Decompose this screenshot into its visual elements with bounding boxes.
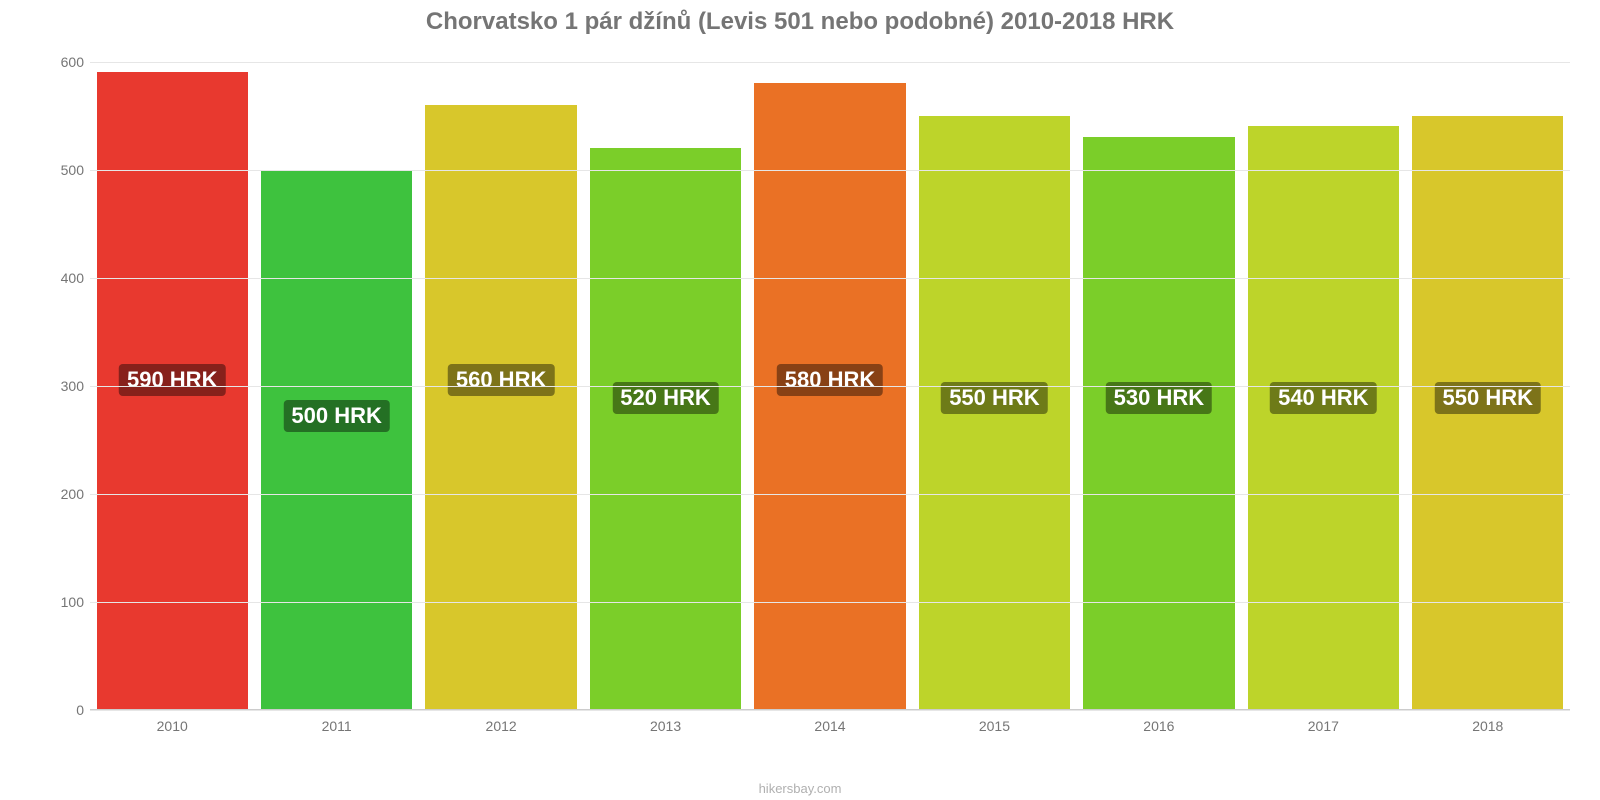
chart-title: Chorvatsko 1 pár džínů (Levis 501 nebo p… [0, 0, 1600, 36]
bar[interactable] [1083, 137, 1234, 710]
gridline [90, 494, 1570, 495]
x-axis-labels: 2010 2011 2012 2013 2014 2015 2016 2017 2018 [90, 712, 1570, 740]
bar[interactable] [261, 170, 412, 710]
y-tick-label: 400 [61, 270, 84, 286]
value-label: 530 HRK [1106, 382, 1212, 414]
x-tick-label: 2012 [486, 718, 517, 734]
x-tick-label: 2010 [157, 718, 188, 734]
y-tick-label: 500 [61, 162, 84, 178]
credit-text: hikersbay.com [0, 781, 1600, 796]
x-tick-label: 2016 [1143, 718, 1174, 734]
y-tick-label: 100 [61, 594, 84, 610]
x-tick-label: 2015 [979, 718, 1010, 734]
bars-container: 590 HRK 500 HRK 560 HRK 520 HRK 580 HRK 550 H… [90, 40, 1570, 710]
x-tick-label: 2018 [1472, 718, 1503, 734]
gridline [90, 278, 1570, 279]
value-label: 560 HRK [448, 364, 554, 396]
y-tick-label: 600 [61, 54, 84, 70]
x-tick-label: 2013 [650, 718, 681, 734]
bar[interactable] [590, 148, 741, 710]
plot-area: 590 HRK 500 HRK 560 HRK 520 HRK 580 HRK 550 H… [90, 40, 1570, 710]
gridline [90, 602, 1570, 603]
bar[interactable] [1248, 126, 1399, 710]
y-tick-label: 300 [61, 378, 84, 394]
value-label: 520 HRK [612, 382, 718, 414]
x-tick-label: 2017 [1308, 718, 1339, 734]
chart-area: 0 100 200 300 400 500 600 590 HRK 500 HRK 560 HR… [50, 40, 1580, 740]
value-label: 540 HRK [1270, 382, 1376, 414]
y-tick-label: 200 [61, 486, 84, 502]
gridline [90, 386, 1570, 387]
gridline [90, 710, 1570, 711]
x-tick-label: 2011 [322, 718, 352, 734]
value-label: 500 HRK [283, 400, 389, 432]
y-axis: 0100200300400500600 [50, 40, 88, 710]
value-label: 590 HRK [119, 364, 225, 396]
bar[interactable] [754, 83, 905, 710]
value-label: 580 HRK [777, 364, 883, 396]
bar[interactable] [425, 105, 576, 710]
value-label: 550 HRK [1435, 382, 1541, 414]
gridline [90, 170, 1570, 171]
x-tick-label: 2014 [814, 718, 845, 734]
y-tick-label: 0 [76, 702, 84, 718]
gridline [90, 62, 1570, 63]
value-label: 550 HRK [941, 382, 1047, 414]
